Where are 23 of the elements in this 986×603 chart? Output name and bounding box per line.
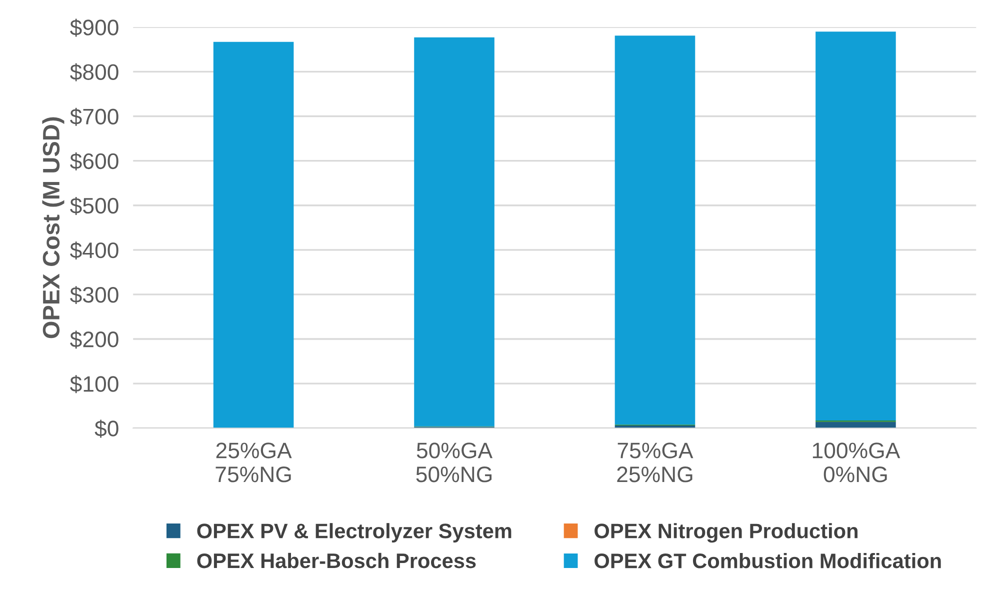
legend-label: OPEX GT Combustion Modification [594,552,941,568]
bar [213,42,294,428]
bar [816,32,896,421]
bar [614,36,696,425]
bar [414,37,494,426]
y-tick-label: $0 [94,420,118,438]
legend-label: OPEX Haber-Bosch Process [197,552,476,568]
x-tick-label: 100%GA 0%NG [812,442,900,482]
y-tick-label: $800 [70,63,118,82]
y-axis-title: OPEX Cost (M USD) [42,117,64,338]
legend-label: OPEX PV & Electrolyzer System [197,523,512,542]
x-tick-label: 25%GA 75%NG [216,442,292,482]
y-tick-label: $300 [70,286,118,304]
y-tick-label: $700 [70,108,118,126]
y-tick-label: $900 [70,18,118,37]
x-tick-label: 50%GA 50%NG [416,442,493,482]
y-tick-label: $400 [70,242,118,260]
y-tick-label: $200 [70,330,118,349]
y-tick-label: $100 [70,375,118,394]
legend-label: OPEX Nitrogen Production [594,523,858,543]
x-tick-label: 75%GA 25%NG [617,442,694,482]
y-tick-label: $500 [70,196,118,215]
y-tick-label: $600 [70,152,118,170]
